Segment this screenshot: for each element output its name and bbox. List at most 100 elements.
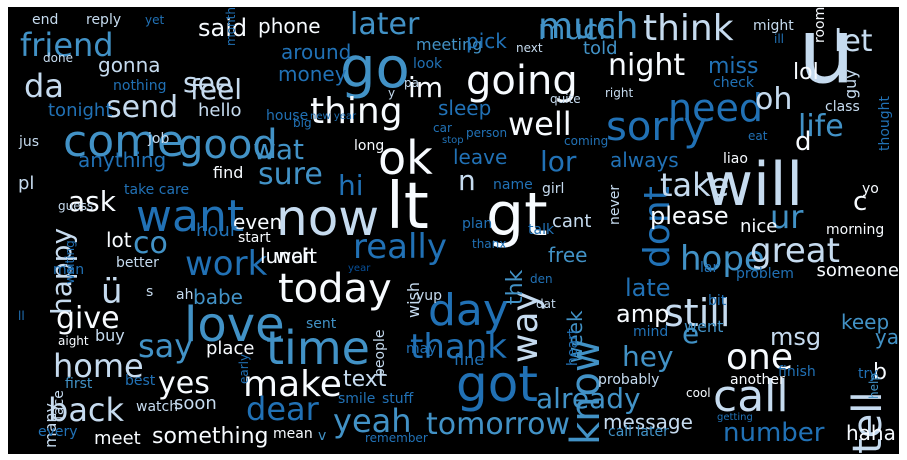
word-oh: oh	[755, 82, 793, 117]
word-think: think	[643, 8, 734, 49]
word-ah: ah	[176, 287, 194, 303]
word-yet: yet	[145, 13, 165, 27]
word-take: take	[660, 166, 730, 204]
word-guess: guess	[58, 199, 94, 213]
word-got: got	[456, 355, 538, 413]
word-end: end	[32, 12, 59, 28]
word-well: well	[508, 105, 572, 143]
word-people: people	[372, 329, 388, 377]
word-nice: nice	[740, 216, 778, 237]
word-c: c	[853, 187, 868, 217]
word-dat: dat	[536, 297, 556, 311]
word-watch: watch	[136, 399, 179, 415]
word-heart: heart	[565, 328, 581, 366]
word-meeting: meeting	[416, 35, 483, 54]
word-sorry: sorry	[606, 104, 708, 150]
word-call: call	[713, 371, 789, 422]
word-leave: leave	[453, 145, 508, 169]
word-done: done	[43, 51, 73, 65]
word-will: will	[704, 150, 804, 220]
word-help: help	[867, 373, 881, 399]
word-ok: ok	[378, 131, 433, 185]
word-eat: eat	[748, 129, 768, 143]
word-big: big	[293, 116, 312, 130]
word-yup: yup	[416, 288, 443, 304]
word-keep: keep	[841, 310, 890, 334]
word-waiting: waiting	[63, 240, 77, 284]
word-take-care: take care	[124, 182, 190, 198]
word-co: co	[133, 226, 168, 261]
word-plan: plan	[462, 216, 493, 232]
word-fine: fine	[454, 350, 485, 369]
word-one: one	[726, 337, 793, 378]
word-cant: cant	[552, 211, 592, 232]
word-haha: haha	[846, 421, 896, 445]
word-every: every	[38, 424, 78, 440]
word-b: b	[873, 360, 887, 385]
word-night: night	[608, 48, 686, 83]
word-house: house	[266, 108, 309, 124]
word-month: month	[224, 7, 238, 46]
word-probably: probably	[598, 372, 660, 388]
word-amp: amp	[616, 300, 670, 328]
word-better: better	[116, 255, 159, 271]
word-ask: ask	[68, 185, 116, 218]
word-sleep: sleep	[438, 96, 492, 120]
word-message: message	[603, 410, 693, 434]
word-msg: msg	[770, 323, 822, 351]
word-class: class	[825, 99, 860, 115]
word-reply: reply	[86, 12, 122, 28]
word-name: name	[493, 177, 533, 193]
word-gonna: gonna	[98, 53, 161, 77]
word-another: another	[730, 372, 785, 388]
word-great: great	[750, 231, 840, 271]
word-stuff: stuff	[382, 391, 414, 407]
word-something: something	[152, 424, 269, 449]
word-check: check	[713, 75, 754, 91]
word-wat: wat	[253, 133, 305, 166]
word-might: might	[753, 18, 794, 34]
word-friend: friend	[20, 26, 114, 64]
word-lt: lt	[386, 170, 429, 244]
word-go: go	[340, 36, 410, 101]
word-hour: hour	[196, 220, 238, 241]
word-even: even	[233, 210, 283, 234]
word-let: let	[834, 24, 873, 59]
word-someone: someone	[816, 260, 900, 281]
word-y: y	[388, 86, 396, 100]
word-thought: thought	[877, 95, 893, 151]
word-start: start	[238, 230, 271, 246]
word-money: money	[278, 62, 347, 86]
word-day: day	[428, 285, 509, 336]
word-cool: cool	[686, 386, 711, 400]
word-gt: gt	[486, 180, 548, 250]
word-look: look	[413, 56, 443, 72]
word-mean: mean	[273, 426, 313, 442]
word-aight: aight	[58, 334, 89, 348]
word-room: room	[812, 7, 828, 44]
word-lar: lar	[700, 260, 719, 276]
word-number: number	[723, 418, 825, 448]
word-pick: pick	[466, 29, 507, 53]
word-new-year: new year	[310, 111, 357, 122]
word-buy: buy	[95, 326, 125, 345]
word-work: work	[185, 244, 268, 284]
word-hi: hi	[338, 169, 364, 202]
word-much: much	[538, 7, 639, 47]
word-call-later: call later	[608, 424, 669, 440]
word-please: please	[650, 202, 729, 230]
word-ll: ll	[18, 309, 25, 323]
word-da: da	[24, 67, 64, 105]
word-come: come	[63, 116, 185, 167]
word-nothing: nothing	[113, 78, 167, 94]
word-n: n	[458, 164, 476, 197]
word-today: today	[278, 266, 392, 312]
word-mind: mind	[633, 324, 669, 340]
word-early: early	[237, 353, 251, 384]
word-hope: hope	[680, 239, 765, 279]
word-still: still	[664, 291, 731, 335]
word-coming: coming	[564, 134, 609, 148]
word-place: place	[206, 338, 255, 359]
word-problem: problem	[736, 266, 794, 282]
word-yo: yo	[862, 181, 879, 197]
